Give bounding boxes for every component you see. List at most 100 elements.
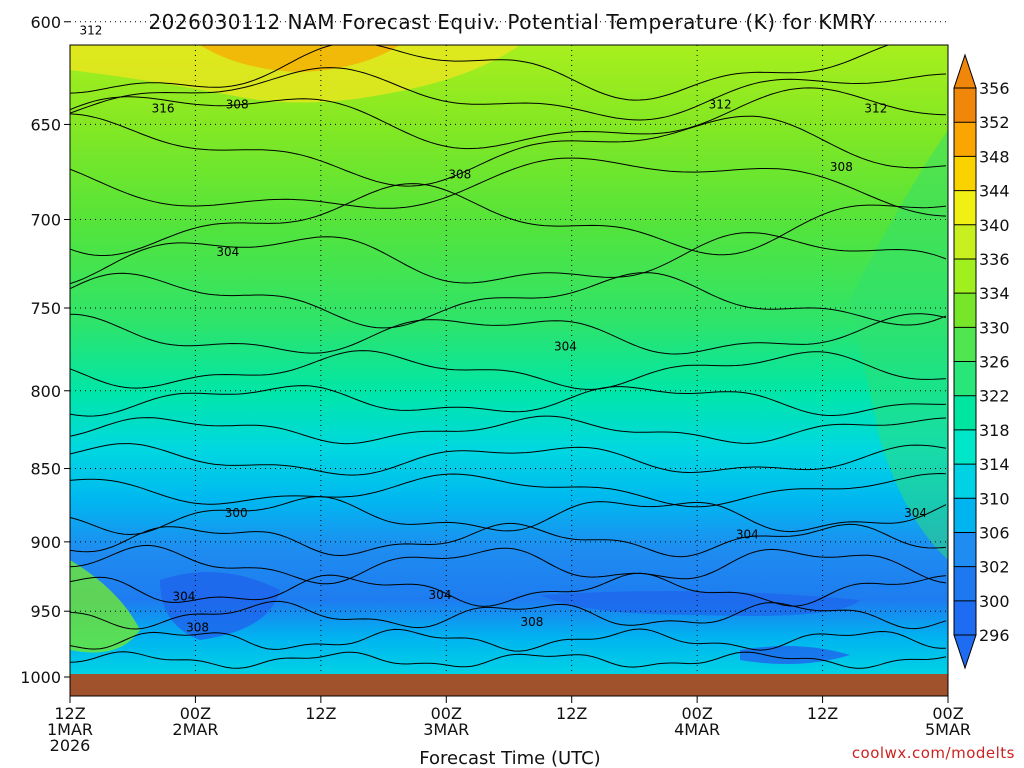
contour-label: 308 [226,98,249,112]
contour-label: 316 [152,102,175,116]
y-tick-label: 650 [30,115,61,134]
contour-line [70,415,947,445]
contour-label: 304 [216,245,239,259]
colorbar-tick-label: 314 [979,455,1010,474]
x-tick-label: 00Z [932,704,963,723]
colorbar-tick-label: 302 [979,558,1010,577]
contour-label: 304 [904,506,927,520]
colorbar-swatch [954,88,976,123]
contour-line [70,157,947,217]
contour-label: 308 [830,160,853,174]
contour-label: 308 [448,168,471,182]
colorbar-swatch [954,600,976,635]
y-tick-label: 950 [30,602,61,621]
contour-label: 312 [79,23,102,37]
colorbar-swatch [954,532,976,567]
contour-label: 312 [864,102,887,116]
x-tick-label: 2026 [50,736,91,755]
colorbar-swatch [954,429,976,465]
cold-pool-2 [540,591,860,616]
colorbar-swatch [954,361,976,396]
y-axis: 2503003504004505005506006507007508008509… [20,13,70,687]
x-tick-label: 12Z [54,704,85,723]
colorbar-tick-label: 306 [979,523,1010,542]
x-tick-label: 12Z [807,704,838,723]
contour-label: 304 [172,589,195,603]
contour-line [70,628,946,652]
colorbar-tick-label: 330 [979,318,1010,337]
contour-line [70,522,947,558]
colorbar-swatch [954,293,976,328]
x-tick-label: 4MAR [674,720,720,739]
y-tick-label: 800 [30,382,61,401]
y-tick-label: 600 [30,13,61,32]
y-tick-label: 1000 [20,668,61,687]
contour-line [70,183,947,256]
contour-label: 300 [225,506,248,520]
colorbar-tick-label: 336 [979,250,1010,269]
colorbar-tick-label: 310 [979,489,1010,508]
colorbar-swatch [954,190,976,225]
colorbar-tick-label: 334 [979,284,1010,303]
colorbar: 296 300 302 306 310 314 318 322 326 330 334 336 340 3… [953,53,1010,670]
right-edge-warm [850,130,948,560]
warm-core-patch [70,45,520,103]
contour-line [70,385,946,417]
contour-line [70,350,947,390]
contour-label: 312 [709,98,732,112]
contour-label: 308 [521,615,544,629]
cold-pool-1 [160,572,280,640]
lower-warm-wedge [70,560,140,653]
colorbar-swatch [954,224,976,259]
colorbar-swatch [954,498,976,533]
colorbar-swatch [954,566,976,601]
x-tick-label: 3MAR [423,720,469,739]
x-tick-label: 1MAR [47,720,93,739]
x-axis-label: Forecast Time (UTC) [419,748,600,768]
contour-line [70,544,947,585]
colorbar-tick-label: 322 [979,387,1010,406]
plot-area: 3523483443403363363363323323323283283283… [69,21,949,697]
contour-line [70,496,947,536]
colorbar-tick-label: 348 [979,147,1010,166]
colorbar-swatch [954,464,976,499]
contour-line [70,313,947,355]
x-tick-label: 5MAR [925,720,971,739]
contour-lines [70,45,947,669]
x-tick-label: 00Z [180,704,211,723]
colorbar-tick-label: 344 [979,182,1010,201]
contour-line [70,572,947,607]
ground-bar [70,674,948,696]
colorbar-extend-top [953,53,977,89]
contour-line [70,232,947,285]
colorbar-extend-bottom [953,634,977,670]
colorbar-swatch [954,156,976,191]
x-tick-label: 12Z [305,704,336,723]
contour-line [70,600,947,630]
chart-title: 2026030112 NAM Forecast Equiv. Potential… [148,10,875,34]
colorbar-tick-label: 296 [979,626,1010,645]
x-tick-label: 12Z [556,704,587,723]
contour-line [70,87,947,150]
contour-line [70,67,947,121]
colorbar-tick-label: 326 [979,353,1010,372]
x-tick-label: 00Z [681,704,712,723]
contour-line [70,45,890,101]
colorbar-tick-label: 300 [979,592,1010,611]
y-tick-label: 750 [30,299,61,318]
contour-label: 308 [186,620,209,634]
x-tick-label: 00Z [431,704,462,723]
contour-label: 304 [429,588,452,602]
contour-line [70,113,947,187]
warm-peak-patch [200,45,400,72]
credit-text: coolwx.com/modelts [852,744,1015,762]
colorbar-swatch [954,395,976,430]
colorbar-swatch [954,327,976,362]
colorbar-swatch [954,258,976,294]
colorbar-swatch [954,122,976,157]
colorbar-tick-label: 340 [979,216,1010,235]
contour-line [70,651,947,669]
y-tick-label: 850 [30,460,61,479]
